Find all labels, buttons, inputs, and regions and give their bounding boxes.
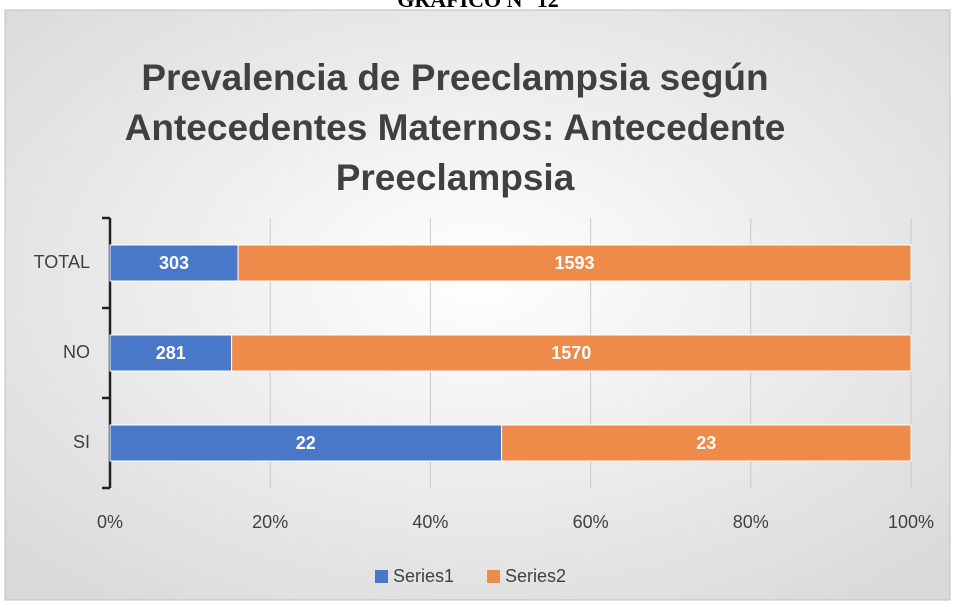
y-tick-label: NO	[63, 342, 90, 362]
y-tick-label: TOTAL	[34, 252, 90, 272]
legend-swatch	[487, 570, 500, 583]
heading: GRAFICO N° 12	[397, 0, 559, 12]
bar-segment	[109, 244, 239, 282]
title-line: Preeclampsia	[336, 157, 575, 198]
x-tick-label: 40%	[412, 512, 448, 532]
chart-title: Prevalencia de Preeclampsia según Anteced…	[125, 57, 786, 198]
x-tick-label: 0%	[97, 512, 123, 532]
legend-label: Series2	[505, 566, 566, 586]
y-tick-label: SI	[73, 432, 90, 452]
data-label: 1593	[554, 253, 594, 273]
bar-segment	[109, 424, 503, 462]
x-tick-label: 100%	[888, 512, 934, 532]
chart-frame	[4, 9, 951, 601]
x-tick-label: 80%	[733, 512, 769, 532]
x-tick-label: 20%	[252, 512, 288, 532]
bar-segment	[237, 244, 912, 282]
title-line: Prevalencia de Preeclampsia según	[141, 57, 768, 98]
data-label: 23	[696, 433, 716, 453]
legend-swatch	[375, 570, 388, 583]
data-label: 281	[156, 343, 186, 363]
bar-segment	[231, 334, 912, 372]
data-label: 22	[296, 433, 316, 453]
data-label: 303	[159, 253, 189, 273]
data-label: 1570	[551, 343, 591, 363]
legend-label: Series1	[393, 566, 454, 586]
title-line: Antecedentes Maternos: Antecedente	[125, 107, 786, 148]
bar-segment	[109, 334, 233, 372]
x-tick-label: 60%	[573, 512, 609, 532]
bar-segment	[501, 424, 912, 462]
